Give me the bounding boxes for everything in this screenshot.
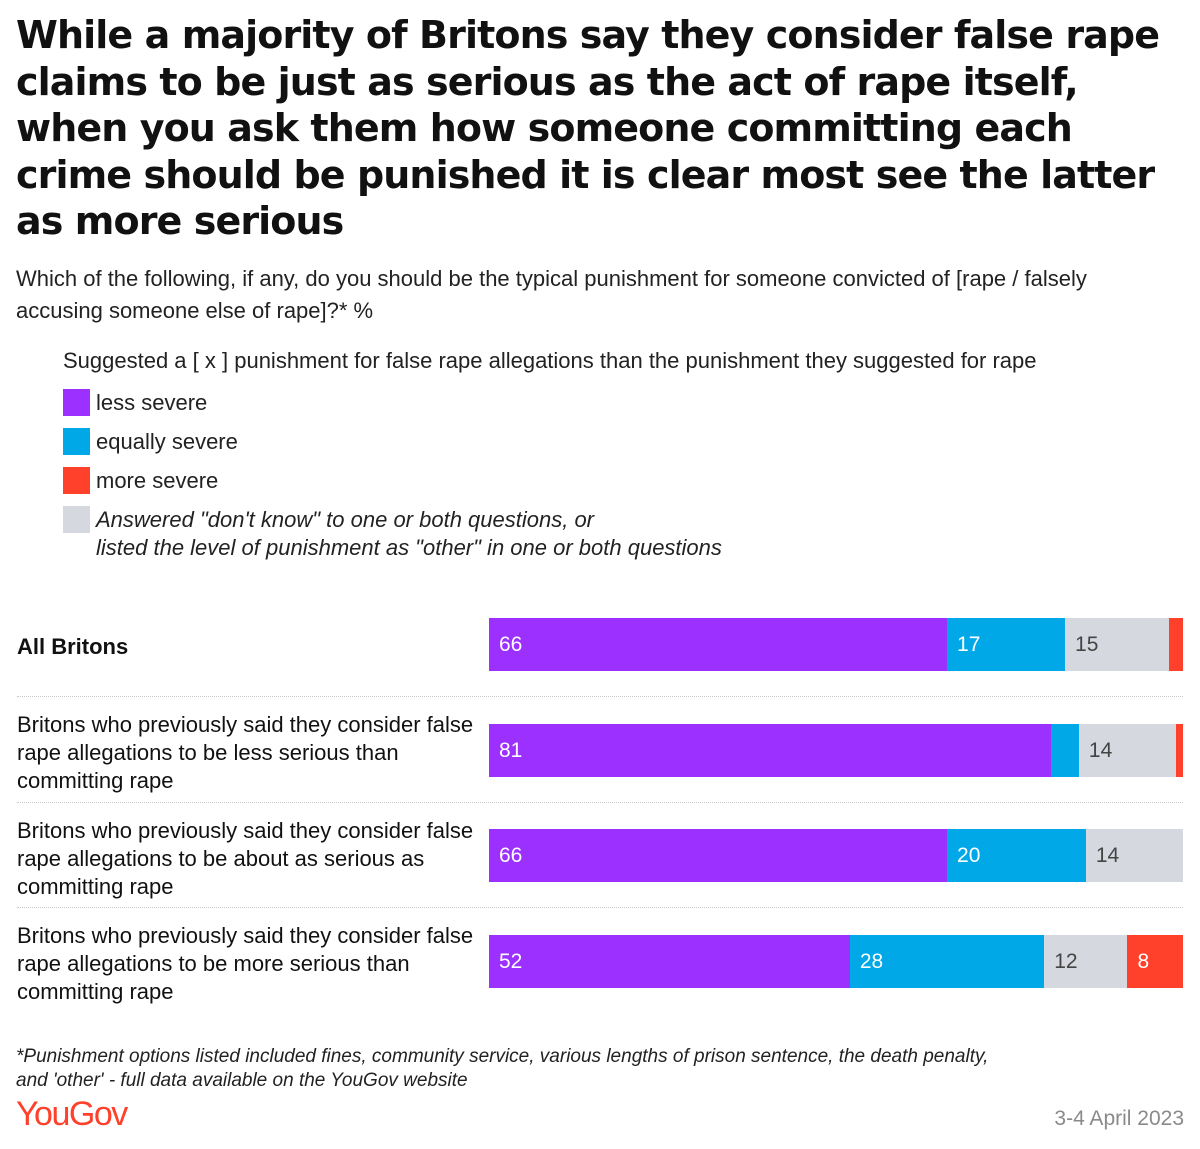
footnote: *Punishment options listed included fine… (16, 1045, 1186, 1093)
bar-segment-equally-severe (849, 935, 1045, 988)
footnote-line: and 'other' - full data available on the… (16, 1070, 468, 1091)
bar-segment-more-severe (1176, 724, 1183, 777)
bar-segment-equally-severe (1051, 724, 1079, 777)
bar-segment-less-severe (489, 618, 948, 671)
data-label: 28 (859, 950, 884, 973)
legend-swatch-grey (63, 506, 90, 533)
legend-label: Answered "don't know" to one or both que… (96, 506, 722, 562)
row-label-about-as-serious: Britons who previously said they conside… (17, 818, 474, 899)
bar-segment-dont-know-other (1078, 724, 1177, 777)
fieldwork-date: 3-4 April 2023 (1054, 1107, 1184, 1130)
bar-segment-less-severe (489, 724, 1052, 777)
legend-title: Suggested a [ x ] punishment for false r… (63, 348, 1037, 373)
legend-label-line: Answered "don't know" to one or both que… (96, 507, 595, 532)
legend-swatch-red (63, 467, 90, 494)
bar-segment-less-severe (489, 829, 948, 882)
bar-segment-less-severe (489, 935, 850, 988)
bar-segment-dont-know-other (1044, 935, 1128, 988)
data-label: 17 (957, 633, 981, 656)
legend-swatch-blue (63, 428, 90, 455)
chart-subtitle: Which of the following, if any, do you s… (16, 266, 1087, 323)
data-label: 12 (1054, 950, 1078, 973)
bar-segment-dont-know-other (1065, 618, 1170, 671)
data-label: 14 (1088, 739, 1113, 762)
data-label: 8 (1137, 950, 1150, 973)
legend-swatch-purple (63, 389, 90, 416)
bar-segment-more-severe (1169, 618, 1183, 671)
footnote-line: *Punishment options listed included fine… (16, 1046, 989, 1067)
data-label: 14 (1095, 844, 1120, 867)
bar-row-about-as-serious: 66 20 14 (489, 829, 1183, 882)
row-divider (17, 907, 1183, 908)
chart-title: While a majority of Britons say they con… (16, 13, 1160, 243)
row-divider (17, 802, 1183, 803)
data-label: 66 (499, 633, 523, 656)
data-label: 66 (499, 844, 523, 867)
bar-segment-dont-know-other (1085, 829, 1183, 882)
bar-row-more-serious: 52 28 12 8 (489, 935, 1183, 988)
legend-label: less severe (96, 390, 208, 415)
legend-label: equally severe (96, 429, 238, 454)
bar-segment-more-severe (1127, 935, 1183, 988)
bar-row-all-britons: 66 17 15 (489, 618, 1183, 671)
bar-segment-equally-severe (947, 829, 1086, 882)
data-label: 15 (1075, 633, 1099, 656)
row-label-more-serious: Britons who previously said they conside… (17, 923, 474, 1004)
bar-row-less-serious: 81 14 (489, 724, 1183, 777)
bar-segment-equally-severe (947, 618, 1065, 671)
data-label: 52 (499, 950, 523, 973)
yougov-logo: YouGov (16, 1095, 128, 1133)
row-label-less-serious: Britons who previously said they conside… (17, 712, 474, 793)
legend-label-line: listed the level of punishment as "other… (96, 535, 722, 560)
row-divider (17, 696, 1183, 697)
legend-label: more severe (96, 468, 219, 493)
data-label: 81 (499, 739, 523, 762)
row-label-all-britons: All Britons (17, 634, 129, 659)
data-label: 20 (957, 844, 981, 867)
